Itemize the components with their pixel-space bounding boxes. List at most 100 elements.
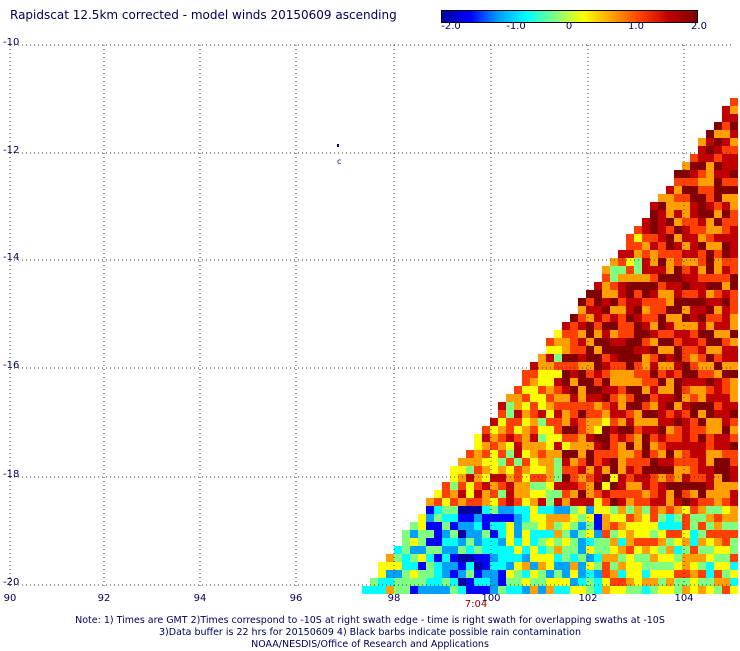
swath-cell — [562, 522, 570, 530]
swath-cell — [594, 338, 602, 346]
swath-cell — [402, 570, 410, 578]
swath-cell — [578, 362, 586, 370]
swath-cell — [730, 506, 738, 514]
swath-cell — [570, 482, 578, 490]
swath-cell — [562, 586, 570, 594]
swath-cell — [690, 258, 698, 266]
swath-cell — [458, 498, 466, 506]
swath-cell — [706, 442, 714, 450]
swath-cell — [722, 146, 730, 154]
swath-cell — [682, 338, 690, 346]
swath-cell — [690, 434, 698, 442]
swath-cell — [434, 554, 442, 562]
swath-cell — [674, 514, 682, 522]
swath-cell — [466, 586, 474, 594]
swath-cell — [490, 450, 498, 458]
swath-cell — [690, 202, 698, 210]
swath-cell — [698, 258, 706, 266]
swath-cell — [626, 554, 634, 562]
swath-cell — [554, 474, 562, 482]
swath-cell — [722, 530, 730, 538]
swath-cell — [674, 290, 682, 298]
swath-cell — [714, 506, 722, 514]
swath-cell — [634, 426, 642, 434]
swath-cell — [514, 426, 522, 434]
swath-cell — [674, 562, 682, 570]
swath-cell — [562, 402, 570, 410]
swath-cell — [586, 386, 594, 394]
swath-cell — [562, 354, 570, 362]
swath-cell — [466, 466, 474, 474]
swath-cell — [562, 370, 570, 378]
swath-cell — [682, 466, 690, 474]
swath-cell — [666, 242, 674, 250]
swath-cell — [514, 498, 522, 506]
swath-cell — [586, 458, 594, 466]
swath-cell — [426, 554, 434, 562]
swath-cell — [570, 354, 578, 362]
swath-cell — [690, 418, 698, 426]
swath-cell — [674, 346, 682, 354]
swath-cell — [594, 578, 602, 586]
swath-cell — [578, 482, 586, 490]
swath-cell — [618, 386, 626, 394]
swath-cell — [634, 538, 642, 546]
swath-cell — [682, 394, 690, 402]
swath-cell — [458, 586, 466, 594]
swath-cell — [450, 546, 458, 554]
swath-cell — [698, 194, 706, 202]
swath-cell — [706, 498, 714, 506]
swath-cell — [434, 490, 442, 498]
swath-cell — [618, 354, 626, 362]
swath-cell — [426, 578, 434, 586]
swath-cell — [554, 354, 562, 362]
swath-cell — [722, 178, 730, 186]
swath-cell — [522, 410, 530, 418]
swath-cell — [690, 186, 698, 194]
swath-cell — [690, 362, 698, 370]
swath-cell — [674, 402, 682, 410]
swath-cell — [722, 538, 730, 546]
swath-cell — [522, 458, 530, 466]
swath-cell — [490, 418, 498, 426]
swath-cell — [506, 530, 514, 538]
swath-cell — [698, 570, 706, 578]
swath-cell — [554, 482, 562, 490]
swath-cell — [554, 570, 562, 578]
swath-cell — [690, 570, 698, 578]
swath-cell — [626, 298, 634, 306]
swath-cell — [674, 218, 682, 226]
swath-cell — [722, 514, 730, 522]
swath-cell — [602, 570, 610, 578]
swath-cell — [626, 242, 634, 250]
swath-cell — [554, 378, 562, 386]
swath-cell — [618, 442, 626, 450]
swath-cell — [626, 570, 634, 578]
swath-cell — [706, 362, 714, 370]
swath-cell — [498, 514, 506, 522]
swath-cell — [650, 466, 658, 474]
swath-cell — [594, 386, 602, 394]
swath-cell — [602, 474, 610, 482]
swath-cell — [722, 122, 730, 130]
swath-cell — [714, 466, 722, 474]
swath-cell — [634, 570, 642, 578]
swath-cell — [554, 530, 562, 538]
swath-cell — [434, 506, 442, 514]
swath-cell — [522, 442, 530, 450]
swath-cell — [610, 314, 618, 322]
swath-cell — [562, 506, 570, 514]
swath-cell — [626, 466, 634, 474]
swath-cell — [682, 370, 690, 378]
swath-cell — [562, 562, 570, 570]
swath-cell — [722, 490, 730, 498]
swath-cell — [714, 306, 722, 314]
swath-cell — [690, 226, 698, 234]
swath-cell — [610, 450, 618, 458]
swath-cell — [602, 450, 610, 458]
swath-cell — [610, 266, 618, 274]
swath-cell — [666, 490, 674, 498]
swath-cell — [578, 418, 586, 426]
swath-cell — [690, 314, 698, 322]
swath-cell — [706, 378, 714, 386]
